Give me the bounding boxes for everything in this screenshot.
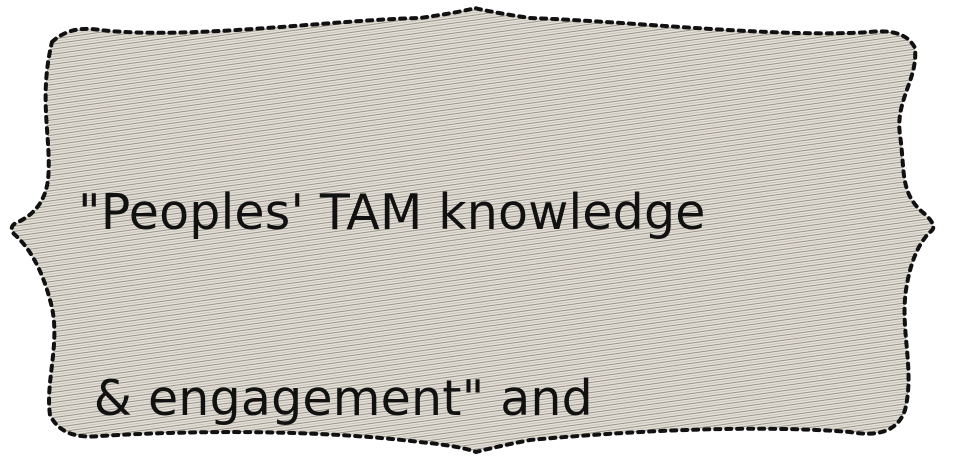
dotted-border	[9, 5, 936, 455]
frame-fill	[11, 8, 934, 452]
banner-line-1: "Peoples' TAM knowledge	[78, 184, 706, 241]
banner-text: "Peoples' TAM knowledge & engagement" an…	[78, 58, 898, 462]
banner-line-2: & engagement" and	[78, 370, 593, 427]
